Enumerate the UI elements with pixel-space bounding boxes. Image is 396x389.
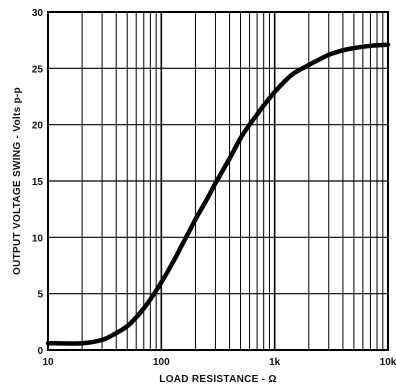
x-axis-label: LOAD RESISTANCE - Ω [159, 374, 276, 385]
y-tick-label: 30 [32, 8, 44, 19]
y-tick-label: 10 [32, 233, 44, 244]
y-tick-label: 20 [32, 121, 44, 132]
x-tick-label: 10k [380, 357, 396, 368]
series-line [45, 42, 391, 346]
x-tick-label: 10 [42, 357, 54, 368]
y-tick-label: 25 [32, 64, 44, 75]
x-tick-label: 100 [153, 357, 170, 368]
tick-labels: 0 5 10 15 20 25 30 10 100 1k 10k [32, 8, 396, 368]
y-tick-label: 5 [37, 290, 43, 301]
plot-frame [47, 11, 389, 351]
marks [45, 42, 391, 346]
y-tick-label: 15 [32, 177, 44, 188]
y-axis-label: OUTPUT VOLTAGE SWING - Volts p-p [12, 87, 23, 275]
grid [48, 12, 388, 350]
x-tick-label: 1k [269, 357, 281, 368]
y-tick-label: 0 [37, 346, 43, 357]
